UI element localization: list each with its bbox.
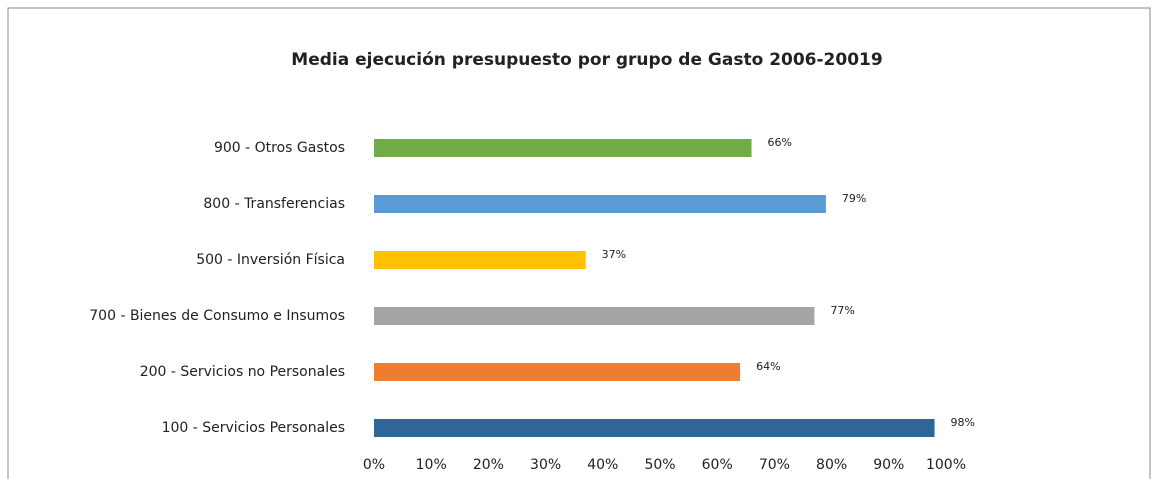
frame	[7, 7, 1151, 479]
bar	[374, 251, 586, 269]
x-tick-label: 60%	[702, 457, 733, 473]
y-tick-label: 100 - Servicios Personales	[162, 420, 345, 436]
bar	[374, 363, 741, 381]
x-tick-label: 80%	[816, 457, 847, 473]
data-label: 98%	[951, 416, 975, 429]
data-label: 79%	[842, 192, 866, 205]
data-label: 37%	[602, 248, 626, 261]
y-tick-label: 900 - Otros Gastos	[214, 140, 345, 156]
x-tick-label: 30%	[530, 457, 561, 473]
bar	[374, 307, 815, 325]
data-label: 64%	[756, 360, 780, 373]
x-tick-label: 40%	[587, 457, 618, 473]
bar	[374, 419, 935, 437]
chart-title: Media ejecución presupuesto por grupo de…	[291, 50, 882, 70]
x-tick-label: 50%	[644, 457, 675, 473]
bar	[374, 195, 826, 213]
x-tick-label: 90%	[873, 457, 904, 473]
y-tick-label: 500 - Inversión Física	[196, 252, 345, 268]
x-tick-label: 0%	[363, 457, 385, 473]
y-tick-label: 200 - Servicios no Personales	[140, 364, 345, 380]
x-tick-label: 70%	[759, 457, 790, 473]
x-tick-label: 10%	[416, 457, 447, 473]
x-tick-label: 100%	[926, 457, 966, 473]
y-tick-label: 700 - Bienes de Consumo e Insumos	[89, 308, 345, 324]
y-tick-label: 800 - Transferencias	[203, 196, 345, 212]
data-label: 77%	[830, 304, 854, 317]
x-tick-label: 20%	[473, 457, 504, 473]
data-label: 66%	[768, 136, 792, 149]
bar	[374, 139, 752, 157]
